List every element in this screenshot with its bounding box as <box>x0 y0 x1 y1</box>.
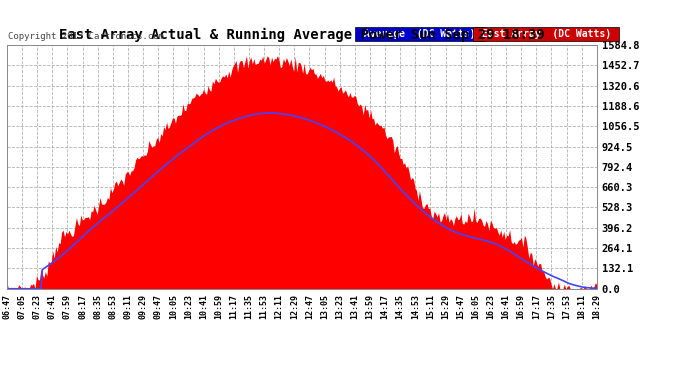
Text: Copyright 2013 Cartronics.com: Copyright 2013 Cartronics.com <box>8 32 164 41</box>
Title: East Array Actual & Running Average Power Sun Sep 29 18:39: East Array Actual & Running Average Powe… <box>59 28 544 42</box>
Text: East Array  (DC Watts): East Array (DC Watts) <box>476 29 617 39</box>
Text: Average  (DC Watts): Average (DC Watts) <box>358 29 482 39</box>
